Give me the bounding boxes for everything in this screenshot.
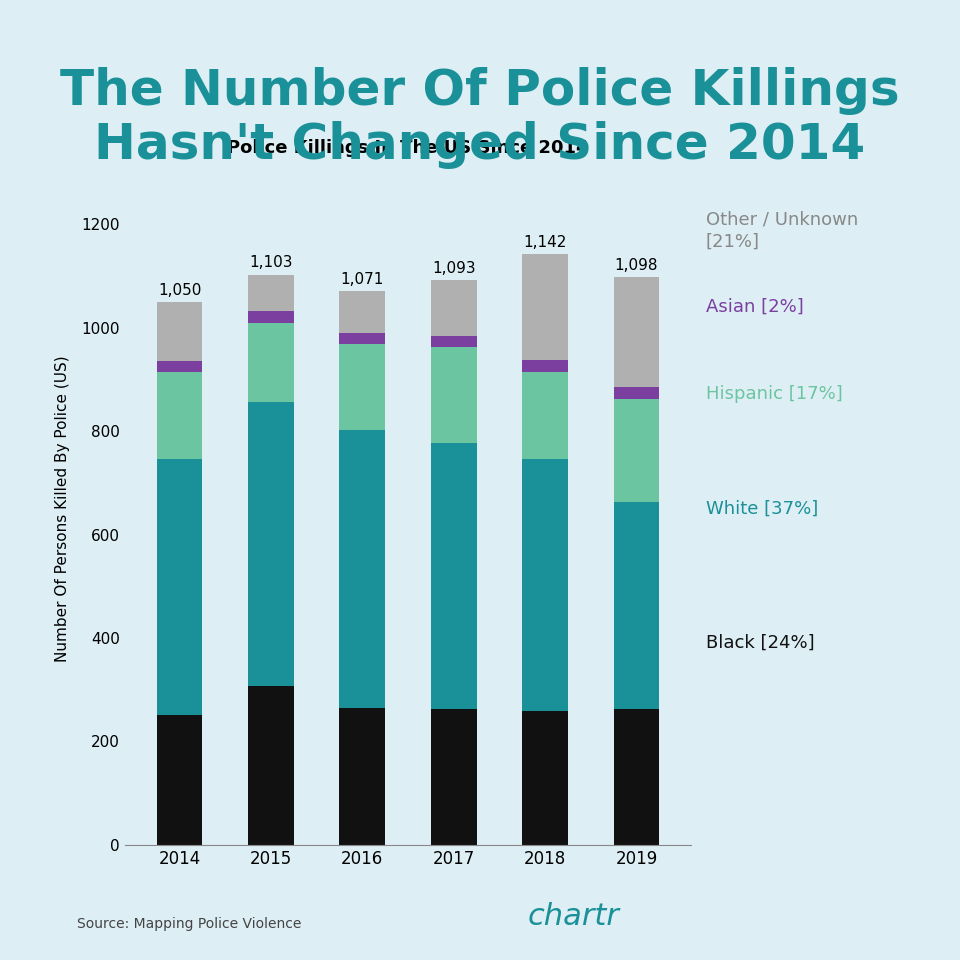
Text: White [37%]: White [37%] xyxy=(706,500,818,517)
Bar xyxy=(156,302,203,362)
Text: The Number Of Police Killings
Hasn't Changed Since 2014: The Number Of Police Killings Hasn't Cha… xyxy=(60,67,900,169)
Text: 1,050: 1,050 xyxy=(158,283,202,298)
Text: 1,142: 1,142 xyxy=(523,235,566,251)
Text: 1,093: 1,093 xyxy=(432,261,475,276)
Bar xyxy=(431,279,476,336)
Bar xyxy=(156,714,203,845)
Bar xyxy=(431,443,476,709)
Bar xyxy=(340,708,385,845)
Bar xyxy=(156,362,203,372)
Bar xyxy=(613,708,660,845)
Text: 1,071: 1,071 xyxy=(341,272,384,287)
Text: Hispanic [17%]: Hispanic [17%] xyxy=(706,385,842,402)
Bar xyxy=(613,398,660,502)
Bar xyxy=(248,402,294,686)
Bar xyxy=(156,459,203,714)
Bar xyxy=(522,254,568,360)
Bar xyxy=(340,344,385,430)
Bar xyxy=(522,372,568,459)
Bar xyxy=(613,387,660,398)
Text: Asian [2%]: Asian [2%] xyxy=(706,299,804,316)
Text: 1,103: 1,103 xyxy=(250,255,293,271)
Text: chartr: chartr xyxy=(528,902,620,931)
Bar xyxy=(156,372,203,459)
Bar xyxy=(522,360,568,372)
Bar xyxy=(340,291,385,333)
Text: Other / Unknown
[21%]: Other / Unknown [21%] xyxy=(706,210,858,251)
Y-axis label: Number Of Persons Killed By Police (US): Number Of Persons Killed By Police (US) xyxy=(56,355,70,662)
Bar xyxy=(613,277,660,387)
Text: Black [24%]: Black [24%] xyxy=(706,635,814,652)
Text: 1,098: 1,098 xyxy=(614,258,659,273)
Bar xyxy=(248,323,294,402)
Title: Police Killings In The US Since 2014: Police Killings In The US Since 2014 xyxy=(228,139,588,157)
Bar xyxy=(431,336,476,347)
Bar xyxy=(522,711,568,845)
Bar xyxy=(340,333,385,344)
Bar xyxy=(613,502,660,708)
Bar xyxy=(248,686,294,845)
Text: Source: Mapping Police Violence: Source: Mapping Police Violence xyxy=(77,917,301,931)
Bar xyxy=(431,709,476,845)
Bar xyxy=(248,311,294,323)
Bar xyxy=(522,459,568,711)
Bar xyxy=(248,275,294,311)
Bar xyxy=(340,430,385,708)
Bar xyxy=(431,347,476,443)
